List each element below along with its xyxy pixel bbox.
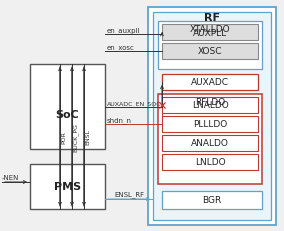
Bar [162, 154, 258, 170]
Text: en_xosc: en_xosc [107, 45, 135, 51]
Text: BUCK_PG: BUCK_PG [73, 122, 79, 151]
Text: -NEN: -NEN [2, 174, 19, 180]
Text: ANALDO: ANALDO [191, 139, 229, 148]
Text: POR: POR [61, 131, 66, 143]
Text: AUXPLL: AUXPLL [193, 28, 227, 37]
Text: PLLLDO: PLLLDO [193, 120, 227, 129]
Bar [158, 22, 262, 70]
Text: XOSC: XOSC [198, 47, 222, 56]
Bar [30, 164, 105, 209]
Text: en_auxpll: en_auxpll [107, 27, 141, 34]
Bar [162, 25, 258, 41]
Text: RFLDO: RFLDO [195, 98, 225, 107]
Text: PMS: PMS [54, 182, 81, 192]
Text: RF: RF [204, 13, 220, 23]
Bar [153, 13, 271, 220]
Text: BGR: BGR [202, 196, 222, 205]
Bar [162, 135, 258, 151]
Text: shdn_n: shdn_n [107, 117, 132, 123]
Bar [158, 94, 262, 184]
Text: XTALLDO: XTALLDO [190, 25, 230, 34]
Bar [148, 8, 276, 225]
Text: ENSL_RF: ENSL_RF [114, 190, 144, 197]
Text: SoC: SoC [56, 110, 79, 120]
Bar [162, 116, 258, 132]
Bar [162, 191, 262, 209]
Bar [162, 75, 258, 91]
Text: LNLDO: LNLDO [195, 158, 225, 167]
Bar [162, 97, 258, 113]
Text: LNALDO: LNALDO [192, 101, 228, 110]
Bar [30, 65, 105, 149]
Text: AUXADC: AUXADC [191, 78, 229, 87]
Text: AUXADC_EN_SOC: AUXADC_EN_SOC [107, 101, 162, 106]
Text: ENSL: ENSL [85, 129, 90, 145]
Bar [162, 44, 258, 60]
